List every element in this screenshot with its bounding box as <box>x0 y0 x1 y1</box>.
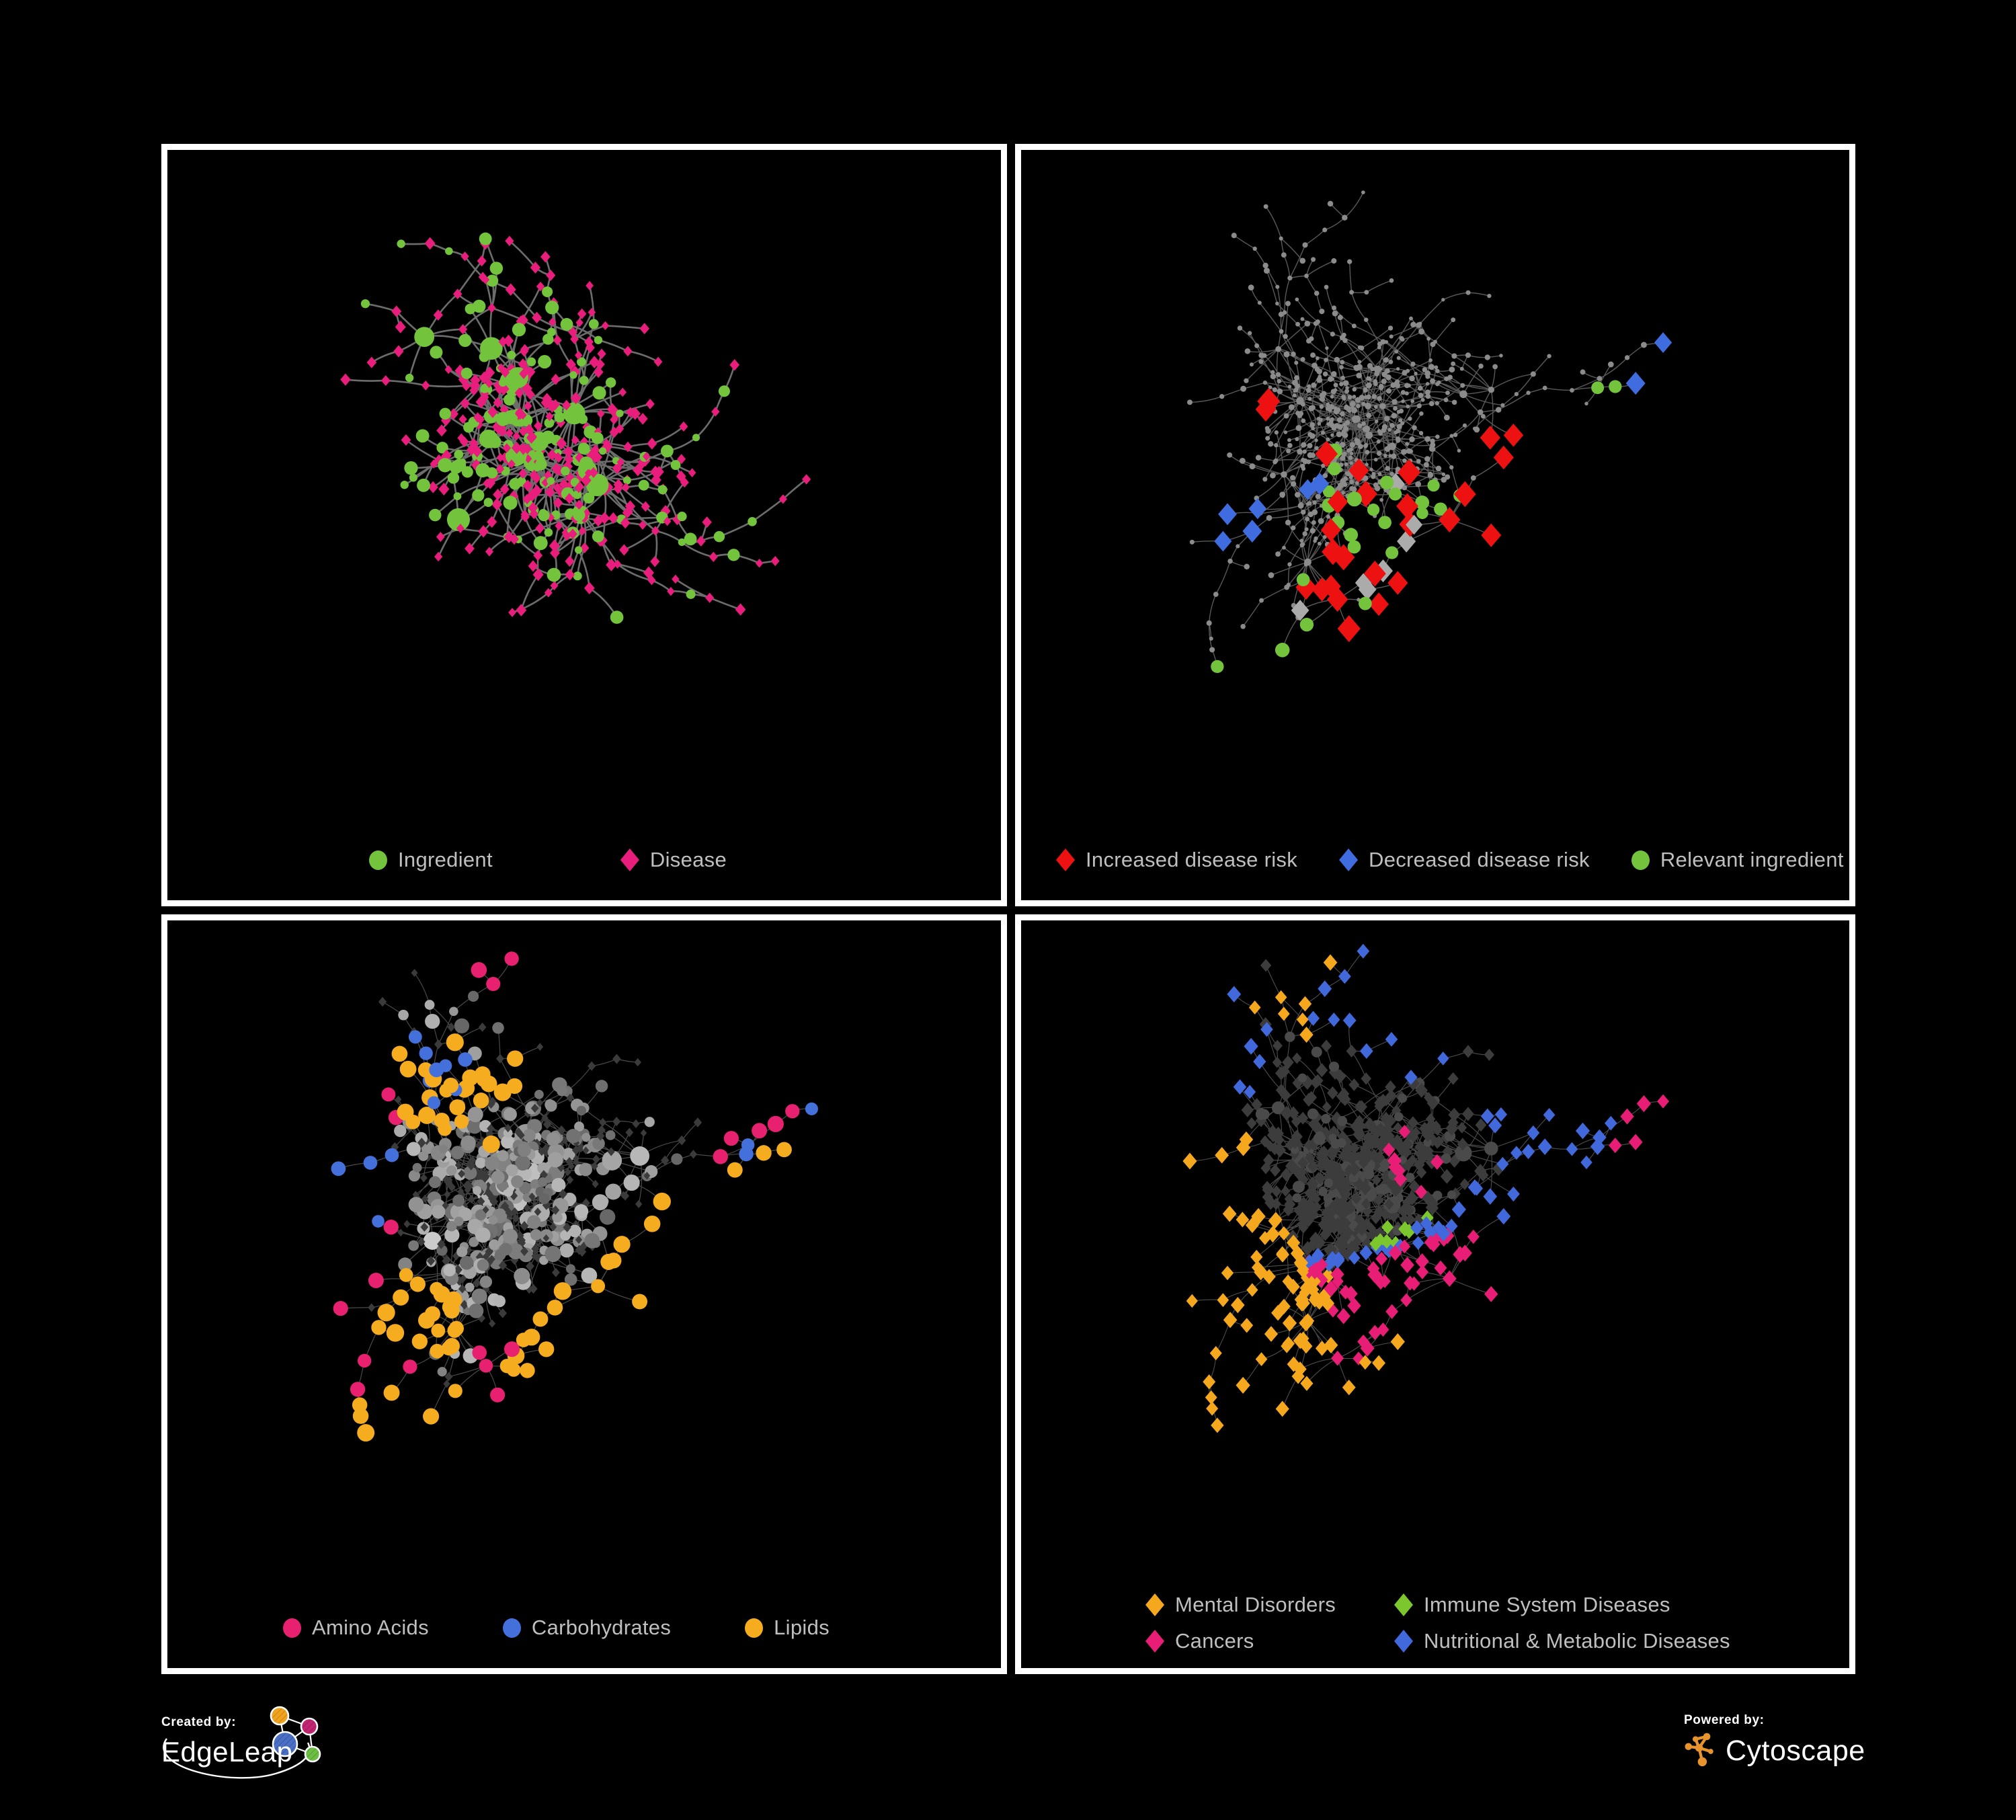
ingredients-diseases-network-graph <box>340 232 811 624</box>
nutrient-classes-network-graph <box>331 951 818 1442</box>
created-by-block: Created by: EdgeLeap <box>161 1715 293 1768</box>
lipids-circle-marker <box>745 1618 764 1638</box>
legend-item: Nutritional & Metabolic Diseases <box>1394 1629 1730 1653</box>
mental-disorders-diamond-marker <box>1145 1593 1164 1616</box>
edgeleap-orange-node <box>270 1706 290 1726</box>
legend-label: Nutritional & Metabolic Diseases <box>1424 1629 1730 1653</box>
legend-item: Lipids <box>745 1616 830 1640</box>
legend-item: Decreased disease risk <box>1339 848 1590 872</box>
edgeleap-blue-node <box>272 1731 298 1757</box>
legend-label: Lipids <box>774 1616 830 1639</box>
legend-item: Relevant ingredient <box>1631 848 1844 872</box>
legend-label: Disease <box>649 848 727 871</box>
legend-label: Amino Acids <box>312 1616 429 1639</box>
disease-categories-network-graph <box>1182 943 1669 1433</box>
disease-diamond-marker <box>620 848 639 871</box>
legend-label: Decreased disease risk <box>1369 848 1590 871</box>
legend-disease-categories: Mental Disorders Immune System Diseases … <box>1145 1593 1730 1653</box>
legend-item: Carbohydrates <box>502 1616 672 1640</box>
legend-label: Mental Disorders <box>1175 1593 1336 1616</box>
created-by-label: Created by: <box>161 1715 237 1729</box>
panel-ingredients-diseases: Ingredient Disease <box>161 144 1007 906</box>
cytoscape-icon <box>1685 1733 1713 1767</box>
legend-item: Increased disease risk <box>1056 848 1297 872</box>
legend-label: Cancers <box>1175 1629 1254 1653</box>
legend-label: Carbohydrates <box>531 1616 672 1639</box>
legend-item: Ingredient <box>369 848 493 872</box>
panel-disease-risk: Increased disease risk Decreased disease… <box>1015 144 1855 906</box>
panel-nutrient-classes: Amino Acids Carbohydrates Lipids <box>161 914 1007 1674</box>
legend-item: Immune System Diseases <box>1394 1593 1730 1617</box>
decreased-risk-diamond-marker <box>1339 848 1359 871</box>
powered-by-label: Powered by: <box>1684 1713 1765 1727</box>
legend-ingredients-diseases: Ingredient Disease <box>369 848 727 872</box>
panel-disease-categories: Mental Disorders Immune System Diseases … <box>1015 914 1855 1674</box>
ingredient-circle-marker <box>369 850 387 870</box>
nutritional-metabolic-diseases-diamond-marker <box>1394 1630 1413 1653</box>
disease-risk-network-graph <box>1187 190 1672 674</box>
edgeleap-logo-graphic <box>163 1706 321 1779</box>
legend-label: Immune System Diseases <box>1424 1593 1670 1616</box>
amino-acids-circle-marker <box>283 1618 301 1638</box>
cancers-diamond-marker <box>1145 1630 1164 1653</box>
legend-item: Mental Disorders <box>1145 1593 1394 1617</box>
edgeleap-magenta-node <box>300 1717 319 1736</box>
legend-nutrient-classes: Amino Acids Carbohydrates Lipids <box>283 1616 830 1640</box>
legend-disease-risk: Increased disease risk Decreased disease… <box>1056 848 1844 872</box>
cytoscape-brand-row: Cytoscape <box>1684 1732 1865 1770</box>
legend-label: Increased disease risk <box>1086 848 1298 871</box>
powered-by-block: Powered by: <box>1684 1713 1865 1770</box>
edgeleap-green-node <box>304 1745 321 1763</box>
legend-item: Cancers <box>1145 1629 1394 1653</box>
legend-item: Amino Acids <box>283 1616 429 1640</box>
relevant-ingredient-circle-marker <box>1631 850 1650 870</box>
carbohydrates-circle-marker <box>502 1618 521 1638</box>
immune-system-diseases-diamond-marker <box>1394 1593 1413 1616</box>
legend-label: Ingredient <box>398 848 493 871</box>
legend-item: Disease <box>620 848 727 872</box>
edgeleap-wordmark: EdgeLeap <box>161 1736 293 1768</box>
cytoscape-wordmark: Cytoscape <box>1726 1735 1865 1767</box>
increased-risk-diamond-marker <box>1056 848 1075 871</box>
legend-label: Relevant ingredient <box>1660 848 1844 871</box>
